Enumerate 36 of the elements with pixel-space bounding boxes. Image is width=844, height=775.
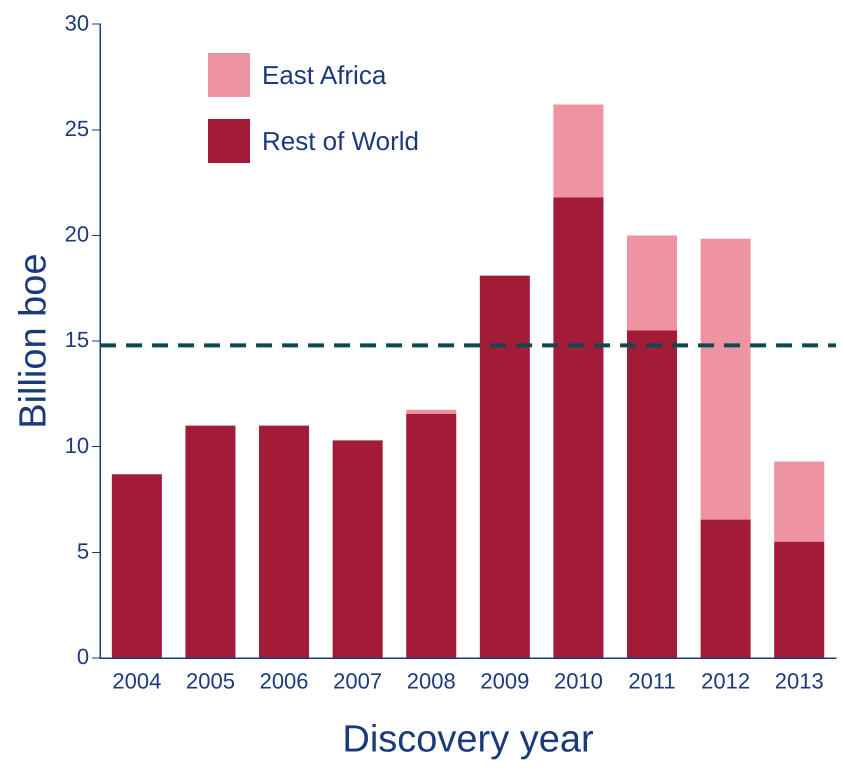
bar [553, 104, 604, 198]
x-tick-label: 2007 [333, 668, 382, 694]
bar [700, 520, 751, 658]
x-tick-label: 2006 [260, 668, 309, 694]
legend-label: East Africa [262, 60, 386, 90]
y-tick-label: 30 [64, 10, 90, 36]
y-axis-title: Billion boe [12, 253, 54, 429]
bar [774, 462, 824, 542]
y-tick-label: 10 [64, 432, 90, 458]
x-axis-title: Discovery year [342, 718, 594, 761]
bar [553, 197, 604, 658]
bar [332, 440, 383, 658]
x-tick-label: 2013 [774, 668, 824, 694]
bar [480, 276, 530, 658]
y-tick-label: 15 [64, 327, 90, 352]
y-tick-label: 25 [64, 116, 90, 141]
y-tick-label: 5 [76, 538, 90, 564]
bar [185, 426, 236, 658]
bar [774, 542, 824, 658]
legend-label: Rest of World [262, 126, 420, 156]
x-tick-label: 2009 [480, 668, 530, 694]
bar [626, 235, 678, 331]
bar [259, 426, 310, 658]
bar [406, 410, 456, 414]
bar [700, 238, 751, 520]
x-tick-label: 2011 [628, 668, 676, 694]
y-tick-label: 0 [76, 644, 90, 670]
y-tick-label: 20 [64, 222, 90, 247]
x-tick-label: 2005 [186, 668, 235, 694]
bar [112, 474, 162, 658]
bar [626, 330, 678, 658]
x-tick-label: 2012 [701, 668, 750, 694]
bar [406, 414, 456, 658]
x-tick-label: 2008 [406, 668, 456, 694]
x-tick-label: 2010 [554, 668, 603, 694]
x-tick-label: 2004 [112, 668, 162, 694]
